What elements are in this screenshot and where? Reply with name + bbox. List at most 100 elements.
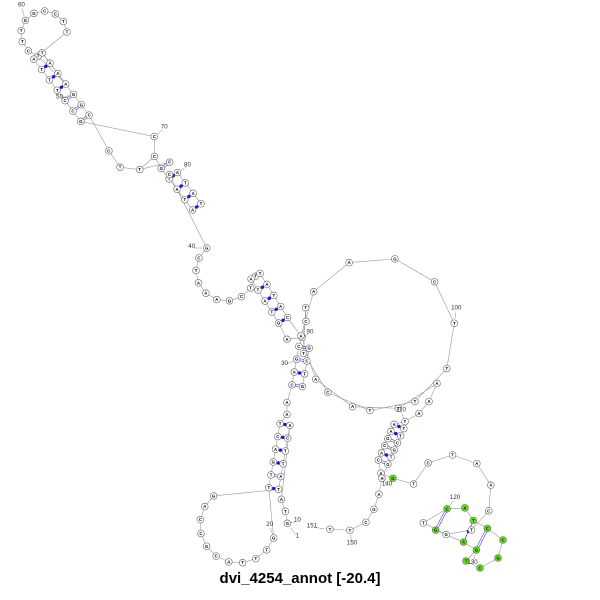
svg-text:150: 150 (347, 539, 358, 546)
svg-text:40: 40 (188, 243, 195, 250)
svg-text:30: 30 (281, 360, 288, 367)
svg-text:C: C (427, 460, 430, 465)
svg-text:T: T (390, 455, 393, 460)
svg-text:C: C (286, 436, 289, 441)
svg-text:T: T (66, 30, 69, 35)
svg-text:C: C (304, 319, 307, 324)
svg-text:T: T (249, 285, 252, 290)
svg-text:A: A (285, 337, 288, 342)
svg-text:C: C (199, 531, 202, 536)
svg-text:T: T (404, 419, 407, 424)
svg-text:A: A (279, 304, 282, 309)
svg-text:T: T (445, 366, 448, 371)
svg-text:T: T (138, 167, 141, 172)
svg-text:T: T (414, 399, 417, 404)
svg-text:A: A (64, 81, 67, 86)
svg-text:120: 120 (450, 494, 461, 501)
svg-text:A: A (475, 461, 478, 466)
svg-text:C: C (215, 554, 218, 559)
svg-text:A: A (417, 411, 420, 416)
svg-text:A: A (175, 187, 178, 192)
svg-text:C: C (107, 148, 110, 153)
svg-text:20: 20 (266, 521, 273, 528)
svg-text:A: A (293, 370, 296, 375)
svg-text:C: C (501, 538, 504, 543)
svg-text:A: A (299, 333, 302, 338)
svg-text:A: A (427, 399, 430, 404)
svg-text:A: A (203, 504, 206, 509)
svg-text:C: C (478, 566, 481, 571)
svg-text:151: 151 (307, 522, 318, 529)
svg-text:A: A (348, 260, 351, 265)
svg-text:A: A (389, 429, 392, 434)
svg-text:T: T (304, 305, 307, 310)
svg-text:T: T (20, 28, 23, 33)
svg-text:A: A (435, 381, 438, 386)
svg-text:A: A (48, 61, 51, 66)
svg-text:T: T (184, 180, 187, 185)
svg-text:T: T (272, 293, 275, 298)
svg-text:T: T (451, 453, 454, 458)
svg-text:T: T (282, 461, 285, 466)
svg-text:A: A (250, 276, 253, 281)
svg-text:C: C (446, 506, 449, 511)
svg-text:A: A (197, 280, 200, 285)
svg-text:A: A (215, 297, 218, 302)
svg-text:C: C (286, 315, 289, 320)
svg-text:C: C (383, 443, 386, 448)
svg-text:C: C (153, 154, 156, 159)
svg-text:T: T (257, 288, 260, 293)
svg-text:T: T (183, 197, 186, 202)
svg-text:T: T (270, 472, 273, 477)
svg-text:T: T (453, 321, 456, 326)
svg-text:T: T (48, 77, 51, 82)
svg-text:A: A (288, 423, 291, 428)
svg-text:T: T (302, 351, 305, 356)
svg-text:T: T (284, 509, 287, 514)
svg-text:T: T (255, 556, 258, 561)
svg-text:A: A (462, 540, 465, 545)
svg-text:140: 140 (382, 480, 393, 487)
svg-text:A: A (351, 404, 354, 409)
svg-text:70: 70 (161, 124, 168, 131)
svg-text:C: C (377, 457, 380, 462)
svg-text:T: T (412, 482, 415, 487)
svg-text:60: 60 (18, 1, 25, 8)
svg-text:T: T (56, 88, 59, 93)
svg-text:A: A (377, 492, 380, 497)
svg-text:C: C (54, 11, 57, 16)
svg-text:T: T (329, 527, 332, 532)
svg-text:A: A (393, 422, 396, 427)
svg-text:T: T (200, 201, 203, 206)
svg-text:A: A (191, 208, 194, 213)
svg-text:T: T (270, 310, 273, 315)
svg-text:T: T (303, 371, 306, 376)
svg-text:90: 90 (307, 328, 314, 335)
svg-text:A: A (463, 505, 466, 510)
svg-text:A: A (380, 450, 383, 455)
svg-text:A: A (274, 447, 277, 452)
svg-text:A: A (285, 412, 288, 417)
svg-text:80: 80 (184, 162, 191, 169)
svg-text:T: T (402, 426, 405, 431)
svg-text:A: A (489, 483, 492, 488)
svg-text:T: T (284, 449, 287, 454)
svg-text:A: A (192, 191, 195, 196)
svg-text:T: T (21, 39, 24, 44)
svg-text:C: C (305, 359, 308, 364)
svg-text:C: C (153, 134, 156, 139)
svg-text:C: C (168, 160, 171, 165)
svg-text:A: A (314, 377, 317, 382)
svg-text:100: 100 (451, 304, 462, 311)
svg-text:C: C (27, 48, 30, 53)
svg-text:130: 130 (467, 559, 478, 566)
svg-text:T: T (241, 560, 244, 565)
svg-text:T: T (195, 268, 198, 273)
svg-text:A: A (56, 71, 59, 76)
svg-text:T: T (349, 528, 352, 533)
svg-text:C: C (326, 390, 329, 395)
svg-text:C: C (197, 256, 200, 261)
svg-text:T: T (259, 271, 262, 276)
svg-text:A: A (265, 282, 268, 287)
svg-text:A: A (263, 299, 266, 304)
